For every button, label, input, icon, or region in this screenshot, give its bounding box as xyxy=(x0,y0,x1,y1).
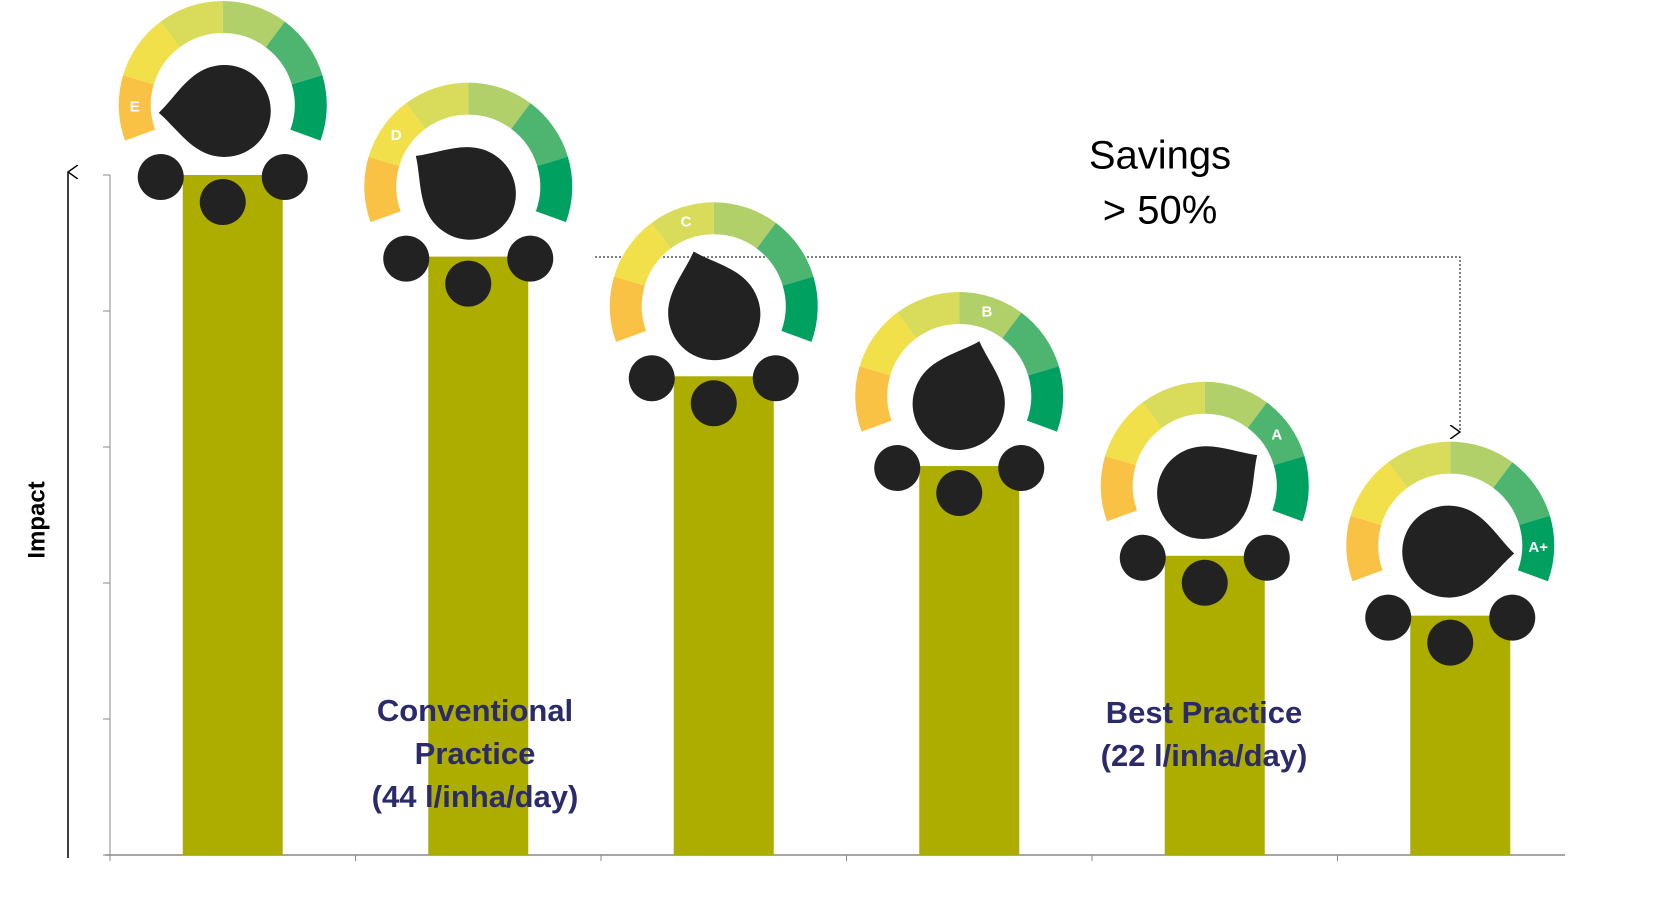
rating-gauge: B xyxy=(855,292,1063,516)
rating-gauge: A xyxy=(1101,382,1309,606)
wheel xyxy=(629,355,675,401)
conventional-label: (44 l/inha/day) xyxy=(372,779,579,814)
wheel xyxy=(691,380,737,426)
rating-gauge: C xyxy=(610,202,818,426)
rating-label: B xyxy=(982,303,993,320)
wheel xyxy=(507,236,553,282)
rating-gauge: D xyxy=(364,83,572,307)
gauge-segment xyxy=(536,157,572,222)
rating-label: C xyxy=(681,214,692,231)
drop xyxy=(900,327,1023,462)
gauge-segment xyxy=(781,276,817,341)
wheel xyxy=(1182,560,1228,606)
rating-gauge: A+ xyxy=(1346,442,1554,666)
gauge-segment xyxy=(1272,456,1308,521)
gauge-segment xyxy=(855,366,891,431)
bar xyxy=(674,376,774,855)
wheel xyxy=(1489,595,1535,641)
wheel xyxy=(998,445,1044,491)
best-practice-label: Best Practice xyxy=(1106,695,1302,730)
wheel xyxy=(753,355,799,401)
rating-label: A xyxy=(1271,426,1282,443)
conventional-label: Practice xyxy=(415,736,536,771)
wheel xyxy=(936,470,982,516)
best-practice-label: (22 l/inha/day) xyxy=(1101,738,1308,773)
bar xyxy=(183,175,283,855)
wheel xyxy=(1365,595,1411,641)
drop xyxy=(157,64,272,159)
gauge-segment xyxy=(290,75,326,140)
chart: Impact E D C B A A+ Savings > 50% Conventional Pr… xyxy=(0,0,1668,913)
gauge-segment xyxy=(1101,456,1137,521)
wheel xyxy=(383,236,429,282)
wheel xyxy=(200,179,246,225)
gauge-segment xyxy=(1027,366,1063,431)
y-axis-label: Impact xyxy=(23,481,50,558)
drop xyxy=(1401,504,1516,599)
wheel xyxy=(445,261,491,307)
rating-label: A+ xyxy=(1528,539,1548,556)
conventional-label: Conventional xyxy=(377,693,573,728)
wheel xyxy=(1427,620,1473,666)
wheel xyxy=(262,154,308,200)
savings-label: > 50% xyxy=(1103,189,1218,233)
savings-label: Savings xyxy=(1089,134,1231,178)
wheel xyxy=(1244,535,1290,581)
gauge-segment xyxy=(610,276,646,341)
rating-label: D xyxy=(391,127,402,144)
rating-gauge: E xyxy=(119,1,327,225)
wheel xyxy=(874,445,920,491)
wheel xyxy=(138,154,184,200)
rating-label: E xyxy=(130,99,140,116)
gauge-segment xyxy=(364,157,400,222)
gauge-segment xyxy=(1346,516,1382,581)
wheel xyxy=(1120,535,1166,581)
bar xyxy=(919,466,1019,855)
